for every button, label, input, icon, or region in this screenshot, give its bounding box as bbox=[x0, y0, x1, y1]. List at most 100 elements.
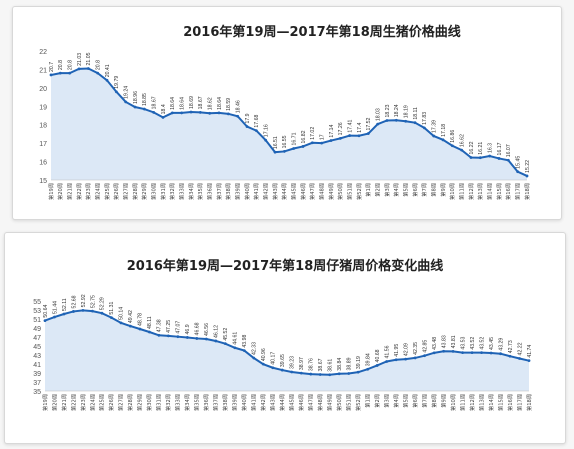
area-fill bbox=[45, 310, 529, 391]
data-label: 47.07 bbox=[176, 321, 182, 334]
data-label: 19.24 bbox=[123, 86, 129, 99]
x-tick-label: 第33周 bbox=[177, 183, 185, 200]
x-tick-label: 第3周 bbox=[383, 183, 391, 197]
x-tick-label: 第31周 bbox=[159, 183, 167, 200]
x-tick-label: 第5周 bbox=[401, 394, 409, 408]
data-label: 38.67 bbox=[318, 358, 324, 371]
data-point bbox=[366, 132, 370, 135]
data-point bbox=[195, 337, 199, 340]
data-point bbox=[152, 110, 156, 114]
x-tick-label: 第26周 bbox=[107, 394, 115, 411]
x-tick-label: 第13周 bbox=[476, 183, 484, 200]
data-label: 52.68 bbox=[71, 295, 77, 308]
x-tick-label: 第17周 bbox=[513, 183, 521, 200]
data-point bbox=[133, 105, 137, 109]
data-label: 52.75 bbox=[90, 295, 96, 308]
x-tick-label: 第34周 bbox=[187, 183, 195, 200]
data-point bbox=[489, 351, 493, 355]
data-point bbox=[328, 373, 332, 377]
x-tick-label: 第13周 bbox=[477, 394, 485, 411]
y-tick-label: 18 bbox=[39, 123, 47, 130]
data-label: 17.4 bbox=[357, 123, 363, 133]
data-label: 18.23 bbox=[385, 104, 391, 117]
y-tick-label: 55 bbox=[33, 299, 41, 306]
x-tick-label: 第28周 bbox=[126, 394, 134, 411]
data-point bbox=[217, 111, 221, 115]
data-label: 18.64 bbox=[170, 97, 176, 110]
data-point bbox=[204, 337, 208, 341]
data-label: 43.81 bbox=[451, 335, 457, 348]
data-point bbox=[58, 71, 62, 75]
y-tick-label: 15 bbox=[39, 178, 47, 185]
data-point bbox=[264, 138, 268, 142]
y-tick-label: 53 bbox=[33, 308, 41, 315]
data-point bbox=[338, 136, 342, 140]
data-label: 18.67 bbox=[151, 96, 157, 109]
data-point bbox=[110, 316, 113, 320]
data-point bbox=[329, 139, 333, 142]
data-label: 46.56 bbox=[204, 323, 210, 336]
data-point bbox=[460, 148, 464, 152]
data-label: 52.29 bbox=[100, 297, 106, 310]
x-tick-label: 第24周 bbox=[88, 394, 96, 411]
data-point bbox=[404, 357, 408, 361]
data-label: 38.97 bbox=[299, 357, 305, 370]
data-label: 41.95 bbox=[394, 344, 400, 357]
x-tick-label: 第15周 bbox=[496, 394, 504, 411]
data-label: 17.9 bbox=[245, 113, 251, 123]
data-point bbox=[185, 336, 189, 339]
data-label: 39.19 bbox=[356, 356, 362, 369]
x-tick-label: 第33周 bbox=[174, 394, 182, 411]
data-point bbox=[348, 134, 352, 137]
data-point bbox=[309, 372, 313, 376]
x-tick-label: 第12周 bbox=[468, 394, 476, 411]
data-point bbox=[282, 150, 286, 153]
data-label: 40.96 bbox=[261, 348, 267, 361]
x-tick-label: 第18周 bbox=[525, 394, 533, 411]
data-label: 18.67 bbox=[198, 96, 204, 109]
data-label: 18.19 bbox=[403, 105, 409, 118]
data-label: 42.33 bbox=[252, 342, 258, 355]
x-tick-label: 第9周 bbox=[439, 183, 447, 197]
x-tick-label: 第35周 bbox=[193, 394, 201, 411]
data-label: 20.8 bbox=[67, 60, 73, 70]
data-point bbox=[461, 351, 464, 355]
x-tick-label: 第40周 bbox=[243, 183, 251, 200]
x-tick-label: 第25周 bbox=[103, 183, 111, 200]
data-label: 17.68 bbox=[254, 115, 260, 128]
x-tick-label: 第27周 bbox=[117, 394, 125, 411]
data-point bbox=[223, 342, 227, 346]
data-point bbox=[170, 111, 174, 115]
x-tick-label: 第4周 bbox=[392, 394, 400, 408]
x-tick-label: 第8周 bbox=[430, 394, 438, 408]
x-tick-label: 第5周 bbox=[401, 183, 409, 197]
data-label: 16.62 bbox=[459, 134, 465, 147]
data-point bbox=[49, 73, 53, 77]
data-point bbox=[478, 156, 482, 160]
data-point bbox=[261, 362, 265, 366]
data-point bbox=[142, 107, 146, 111]
x-tick-label: 第16周 bbox=[506, 394, 514, 411]
data-point bbox=[161, 115, 165, 119]
data-point bbox=[299, 371, 303, 375]
data-label: 19.79 bbox=[114, 76, 120, 89]
data-label: 39.84 bbox=[365, 353, 371, 366]
data-label: 16.86 bbox=[450, 130, 456, 143]
data-label: 20.8 bbox=[95, 60, 101, 70]
data-point bbox=[271, 366, 275, 370]
data-point bbox=[68, 71, 72, 75]
data-label: 43.52 bbox=[470, 337, 476, 350]
data-point bbox=[273, 150, 277, 154]
x-tick-label: 第39周 bbox=[233, 183, 241, 200]
data-label: 43.48 bbox=[432, 337, 438, 350]
data-point bbox=[124, 100, 128, 104]
x-tick-label: 第38周 bbox=[221, 394, 229, 411]
data-label: 17.18 bbox=[441, 124, 447, 137]
data-point bbox=[497, 157, 501, 160]
piglet-price-panel: 2016年第19周—2017年第18周仔猪周价格变化曲线 35 37 39 41 43 4… bbox=[4, 232, 566, 444]
data-point bbox=[242, 349, 246, 352]
data-label: 18.69 bbox=[189, 96, 195, 109]
data-label: 16.51 bbox=[273, 136, 279, 149]
x-tick-label: 第10周 bbox=[449, 394, 457, 411]
